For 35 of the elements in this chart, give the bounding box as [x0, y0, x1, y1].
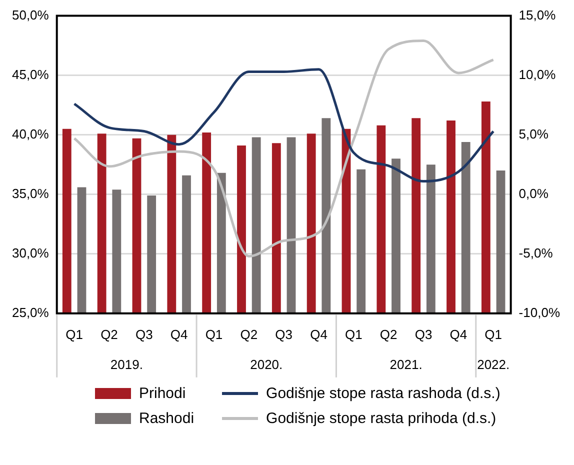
text: 2021.: [390, 356, 422, 372]
x-tick-label: Q1: [205, 326, 223, 342]
y-tick-label: 30,0%: [12, 245, 50, 260]
text: 2022.: [477, 356, 510, 372]
y-tick-label: 50,0%: [12, 7, 50, 22]
y-tick-label: 25,0%: [12, 304, 50, 320]
x-tick-label: Q2: [380, 326, 398, 342]
x-tick-label: Q2: [100, 326, 118, 342]
text: 2020.: [250, 356, 283, 372]
legend-label: Prihodi: [139, 385, 186, 402]
y2-tick-label: -5,0%: [518, 245, 554, 260]
y-tick-label: 45,0%: [12, 66, 50, 82]
x-tick-label: Q1: [484, 326, 502, 342]
y2-tick-label: 10,0%: [518, 66, 556, 82]
y2-tick-label: 5,0%: [518, 126, 549, 142]
x-tick-label: Q4: [310, 326, 328, 342]
x-tick-label: Q4: [450, 326, 468, 342]
x-tick-label: Q3: [414, 326, 432, 342]
line-series: [73, 40, 495, 258]
y-tick-label: 40,0%: [12, 126, 50, 142]
x-tick-label: Q2: [240, 326, 258, 342]
legend-label: Godišnje stope rasta rashoda (d.s.): [266, 385, 500, 402]
legend-label: Godišnje stope rasta prihoda (d.s.): [266, 410, 496, 427]
x-tick-label: Q3: [135, 326, 153, 342]
y-tick-label: 35,0%: [12, 186, 50, 201]
x-tick-label: Q4: [170, 326, 188, 342]
y2-tick-label: 0,0%: [518, 186, 549, 201]
y2-tick-label: -10,0%: [518, 304, 560, 320]
x-tick-label: Q3: [275, 326, 293, 342]
x-tick-label: Q1: [345, 326, 362, 342]
text: 2019.: [110, 356, 143, 372]
y2-tick-label: 15,0%: [518, 7, 556, 22]
line-series: [73, 68, 495, 183]
x-tick-label: Q1: [66, 326, 83, 342]
legend-label: Rashodi: [139, 410, 194, 427]
